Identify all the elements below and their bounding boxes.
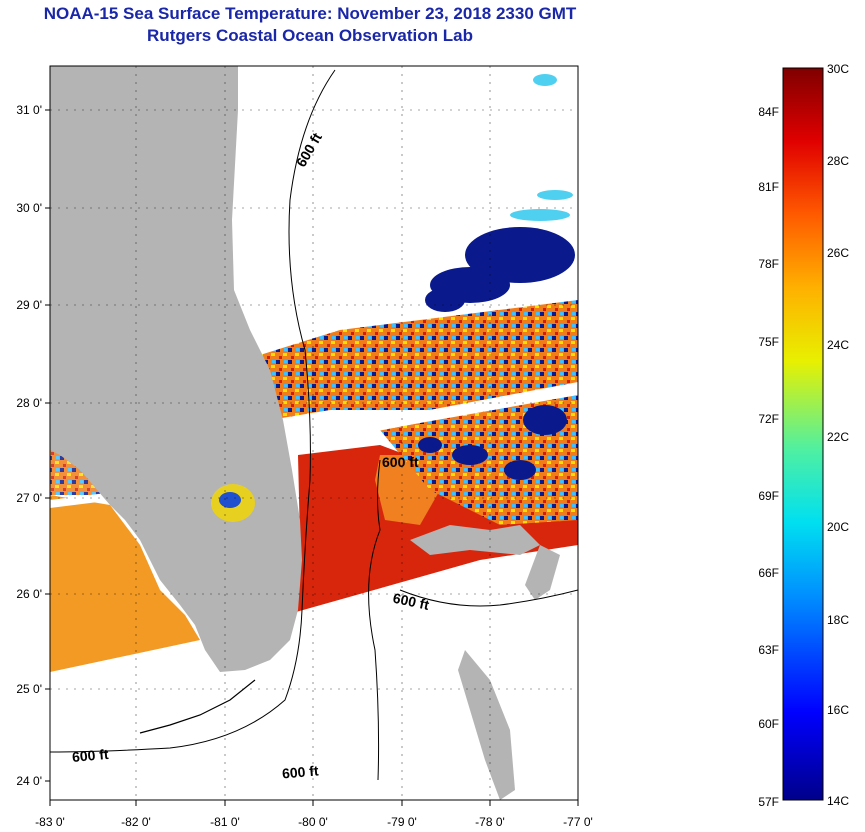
andros-land <box>458 650 515 800</box>
cold-cloud-pixels <box>418 227 575 480</box>
lon-label: -78 0' <box>475 815 505 829</box>
lon-label: -77 0' <box>563 815 593 829</box>
colorbar-fahrenheit-label: 75F <box>758 335 779 349</box>
colorbar-celsius-label: 30C <box>827 62 849 76</box>
cool-cloud-pixels <box>510 74 573 221</box>
lon-label: -79 0' <box>387 815 417 829</box>
colorbar-fahrenheit-label: 66F <box>758 566 779 580</box>
map-subtitle: Rutgers Coastal Ocean Observation Lab <box>147 26 473 45</box>
colorbar-celsius-label: 28C <box>827 154 849 168</box>
lon-label: -83 0' <box>35 815 65 829</box>
colorbar-celsius-label: 26C <box>827 246 849 260</box>
lon-label: -81 0' <box>210 815 240 829</box>
colorbar-gradient <box>782 67 824 801</box>
abaco-land <box>525 545 560 600</box>
atlantic-mixed-band <box>260 300 578 420</box>
lat-label: 27 0' <box>16 491 42 505</box>
contour-label: 600 ft <box>382 454 419 470</box>
map-title: NOAA-15 Sea Surface Temperature: Novembe… <box>43 4 577 23</box>
lat-label: 25 0' <box>16 682 42 696</box>
colorbar-fahrenheit-label: 60F <box>758 717 779 731</box>
colorbar-celsius-label: 18C <box>827 613 849 627</box>
florida-keys <box>139 679 256 734</box>
colorbar-celsius-label: 20C <box>827 520 849 534</box>
colorbar-fahrenheit-label: 57F <box>758 795 779 809</box>
colorbar-fahrenheit-label: 72F <box>758 412 779 426</box>
colorbar-fahrenheit-label: 78F <box>758 257 779 271</box>
lat-label: 31 0' <box>16 103 42 117</box>
lat-label: 26 0' <box>16 587 42 601</box>
gulf-sst-swath <box>50 495 200 672</box>
cloud-stripe <box>270 382 578 452</box>
contour-label: 600 ft <box>392 590 431 613</box>
colorbar-fahrenheit-label: 84F <box>758 105 779 119</box>
contour-label: 600 ft <box>281 762 319 781</box>
isobath-600ft <box>50 69 578 781</box>
colorbar-fahrenheit-label: 69F <box>758 489 779 503</box>
contour-label: 600 ft <box>71 746 109 765</box>
map-frame <box>49 65 579 801</box>
lon-label: -80 0' <box>298 815 328 829</box>
lat-label: 30 0' <box>16 201 42 215</box>
lat-label: 28 0' <box>16 396 42 410</box>
colorbar-celsius-label: 16C <box>827 703 849 717</box>
colorbar-fahrenheit-label: 63F <box>758 643 779 657</box>
map-area <box>50 66 578 800</box>
temperature-colorbar: 84F 81F 78F 75F 72F 69F 66F 63F 60F 57F 30C 28C 26C… <box>758 62 849 809</box>
colorbar-fahrenheit-label: 81F <box>758 180 779 194</box>
lat-label: 24 0' <box>16 774 42 788</box>
lon-label: -82 0' <box>121 815 151 829</box>
grand-bahama-land <box>410 525 540 555</box>
graticule <box>50 66 578 800</box>
colorbar-celsius-label: 22C <box>827 430 849 444</box>
colorbar-celsius-label: 24C <box>827 338 849 352</box>
colorbar-celsius-label: 14C <box>827 794 849 808</box>
lat-label: 29 0' <box>16 298 42 312</box>
